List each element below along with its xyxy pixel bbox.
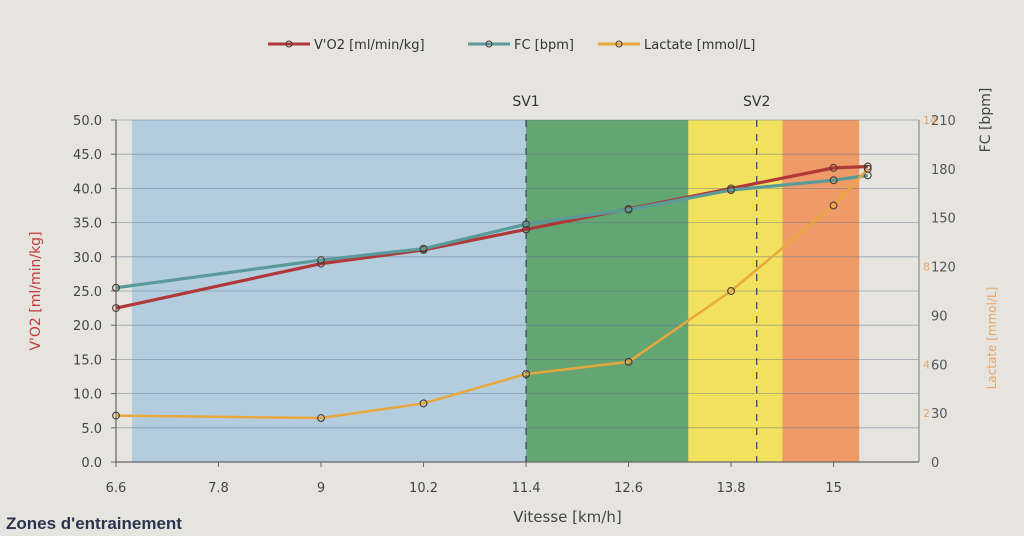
threshold-label-sv1: SV1 [512, 94, 539, 110]
data-point-fc-bpm [419, 244, 428, 253]
y-right-fc-tick-label: 120 [931, 261, 956, 276]
y-right-fc-tick-label: 150 [931, 212, 956, 227]
y-right-fc-tick-label: 0 [931, 456, 939, 471]
data-point-lactate-mmol-l [522, 370, 530, 379]
x-tick-label: 12.6 [614, 481, 643, 496]
legend-label-v-o2-ml-min-kg: V'O2 [ml/min/kg] [314, 38, 425, 53]
y-left-tick-label: 45.0 [73, 148, 102, 163]
data-point-lactate-mmol-l [829, 201, 838, 210]
y-left-tick-label: 20.0 [73, 319, 102, 334]
y-left-tick-label: 35.0 [73, 217, 102, 232]
data-point-v-o2-ml-min-kg [112, 304, 120, 313]
legend-marker-v-o2-ml-min-kg [285, 40, 293, 48]
x-tick-label: 6.6 [106, 481, 127, 496]
y-right-fc-tick-label: 210 [931, 114, 956, 129]
y-right-fc-tick-label: 60 [931, 358, 948, 373]
data-point-fc-bpm [727, 186, 736, 194]
data-point-v-o2-ml-min-kg [522, 225, 530, 234]
x-tick-label: 13.8 [717, 481, 746, 496]
y-right-fc-tick-label: 30 [931, 407, 948, 422]
data-point-v-o2-ml-min-kg [829, 163, 838, 172]
data-point-lactate-mmol-l [727, 287, 736, 295]
legend-marker-lactate-mmol-l [615, 40, 623, 48]
y-left-tick-label: 40.0 [73, 182, 102, 197]
data-point-fc-bpm [624, 205, 633, 214]
x-tick-label: 9 [317, 481, 325, 496]
x-tick-label: 15 [825, 481, 842, 496]
y-left-tick-label: 5.0 [81, 422, 102, 437]
y-left-axis-label: V'O2 [ml/min/kg] [28, 231, 44, 350]
threshold-label-sv2: SV2 [743, 94, 770, 110]
data-point-fc-bpm [112, 283, 120, 292]
y-right-lactate-axis-label: Lactate [mmol/L] [985, 287, 999, 390]
y-right-lactate-tick-label: 4 [923, 358, 930, 371]
y-left-tick-label: 10.0 [73, 388, 102, 403]
y-left-tick-label: 30.0 [73, 251, 102, 266]
y-right-fc-tick-label: 180 [931, 163, 956, 178]
data-point-lactate-mmol-l [112, 411, 120, 420]
series-line-v-o2-ml-min-kg [115, 164, 868, 310]
data-point-lactate-mmol-l [624, 357, 633, 366]
data-point-lactate-mmol-l [317, 414, 325, 422]
y-right-lactate-tick-label: 8 [923, 261, 930, 274]
data-point-fc-bpm [829, 176, 838, 185]
x-tick-label: 10.2 [409, 481, 438, 496]
x-tick-label: 7.8 [208, 481, 229, 496]
series-line-fc-bpm [115, 173, 868, 290]
y-right-lactate-tick-label: 14 [923, 114, 937, 127]
y-right-fc-tick-label: 90 [931, 309, 948, 324]
data-point-fc-bpm [522, 220, 530, 229]
legend-label-fc-bpm: FC [bpm] [514, 38, 574, 53]
y-right-fc-axis-label: FC [bpm] [978, 88, 994, 153]
x-tick-label: 11.4 [512, 481, 541, 496]
y-left-tick-label: 50.0 [73, 114, 102, 129]
legend-label-lactate-mmol-l: Lactate [mmol/L] [644, 38, 755, 53]
x-axis-label: Vitesse [km/h] [513, 508, 621, 526]
series-line-lactate-mmol-l [115, 168, 869, 420]
legend-marker-fc-bpm [485, 40, 493, 48]
y-left-tick-label: 0.0 [81, 456, 102, 471]
y-right-lactate-tick-label: 2 [923, 407, 930, 420]
y-left-tick-label: 25.0 [73, 285, 102, 300]
data-point-fc-bpm [317, 256, 325, 265]
data-point-lactate-mmol-l [419, 399, 428, 408]
y-left-tick-label: 15.0 [73, 353, 102, 368]
section-heading: Zones d'entrainement [6, 514, 182, 533]
data-point-lactate-mmol-l [863, 164, 872, 173]
